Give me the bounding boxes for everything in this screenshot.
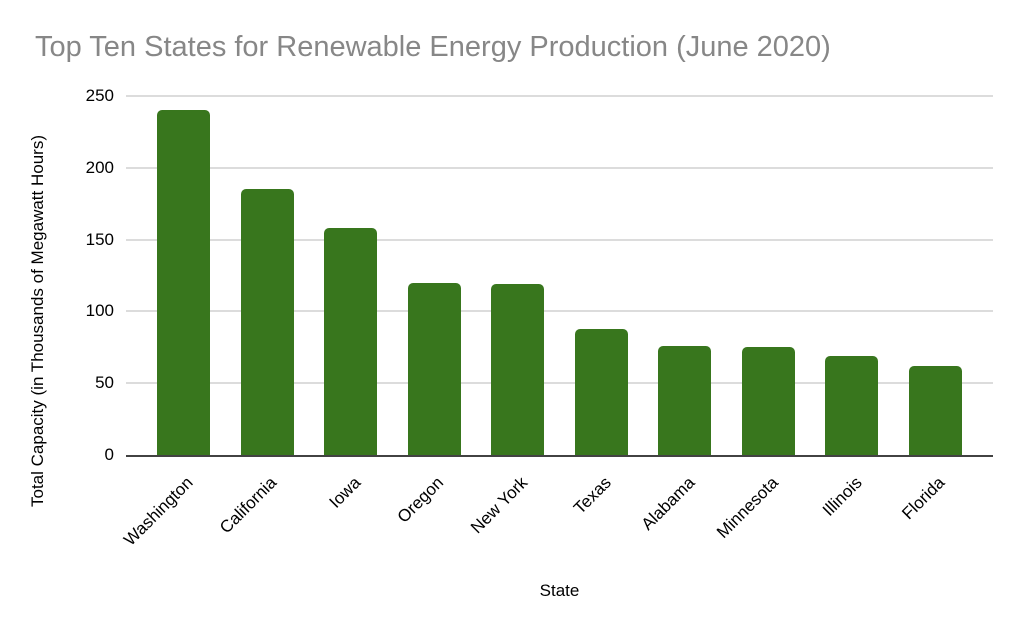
x-label-minnesota: Minnesota — [712, 473, 782, 542]
x-label-iowa: Iowa — [325, 473, 365, 512]
bar-minnesota[interactable] — [741, 347, 795, 455]
y-tick-label-250: 250 — [85, 86, 114, 105]
y-tick-label-100: 100 — [85, 301, 114, 321]
x-axis-title: State — [539, 581, 580, 600]
x-label-new-york: New York — [466, 473, 532, 538]
y-tick-label-50: 50 — [95, 373, 114, 393]
x-cell-iowa: Iowa — [324, 459, 377, 564]
x-label-illinois: Illinois — [818, 473, 866, 520]
bar-california[interactable] — [240, 189, 294, 455]
x-cell-florida: Florida — [899, 459, 962, 564]
bar-texas[interactable] — [574, 328, 628, 455]
y-tick-label-200: 200 — [85, 157, 114, 177]
x-label-california: California — [216, 473, 281, 538]
x-cell-texas: Texas — [570, 459, 628, 564]
gridline-150 — [126, 238, 993, 241]
bar-illinois[interactable] — [825, 355, 879, 455]
x-cell-minnesota: Minnesota — [713, 459, 795, 564]
y-tick-label-0: 0 — [104, 445, 114, 464]
x-label-oregon: Oregon — [394, 473, 448, 527]
x-axis-line — [126, 455, 993, 457]
bar-alabama[interactable] — [658, 345, 712, 455]
x-cell-california: California — [216, 459, 294, 564]
x-cell-new-york: New York — [467, 459, 544, 564]
bar-new-york[interactable] — [491, 284, 545, 455]
y-tick-label-150: 150 — [85, 229, 114, 249]
bar-series — [126, 96, 993, 455]
gridline-200 — [126, 166, 993, 169]
y-axis-tick-labels: 0 50 100 150 200 250 — [0, 86, 114, 464]
plot-area — [126, 95, 993, 457]
x-label-washington: Washington — [120, 473, 197, 550]
x-cell-alabama: Alabama — [637, 459, 711, 564]
x-axis-labels: Washington California Iowa Oregon New York Te… — [120, 459, 993, 564]
gridline-250 — [126, 95, 993, 97]
x-cell-oregon: Oregon — [394, 459, 461, 564]
x-cell-illinois: Illinois — [818, 459, 878, 564]
x-label-texas: Texas — [569, 473, 615, 518]
bar-oregon[interactable] — [407, 282, 461, 455]
bar-florida[interactable] — [908, 365, 962, 455]
x-label-florida: Florida — [898, 473, 949, 524]
chart-title: Top Ten States for Renewable Energy Prod… — [35, 31, 831, 63]
x-label-alabama: Alabama — [637, 473, 699, 534]
gridline-100 — [126, 310, 993, 313]
x-cell-washington: Washington — [120, 459, 210, 564]
gridline-50 — [126, 382, 993, 385]
bar-washington[interactable] — [157, 110, 210, 455]
bar-iowa[interactable] — [324, 228, 378, 455]
